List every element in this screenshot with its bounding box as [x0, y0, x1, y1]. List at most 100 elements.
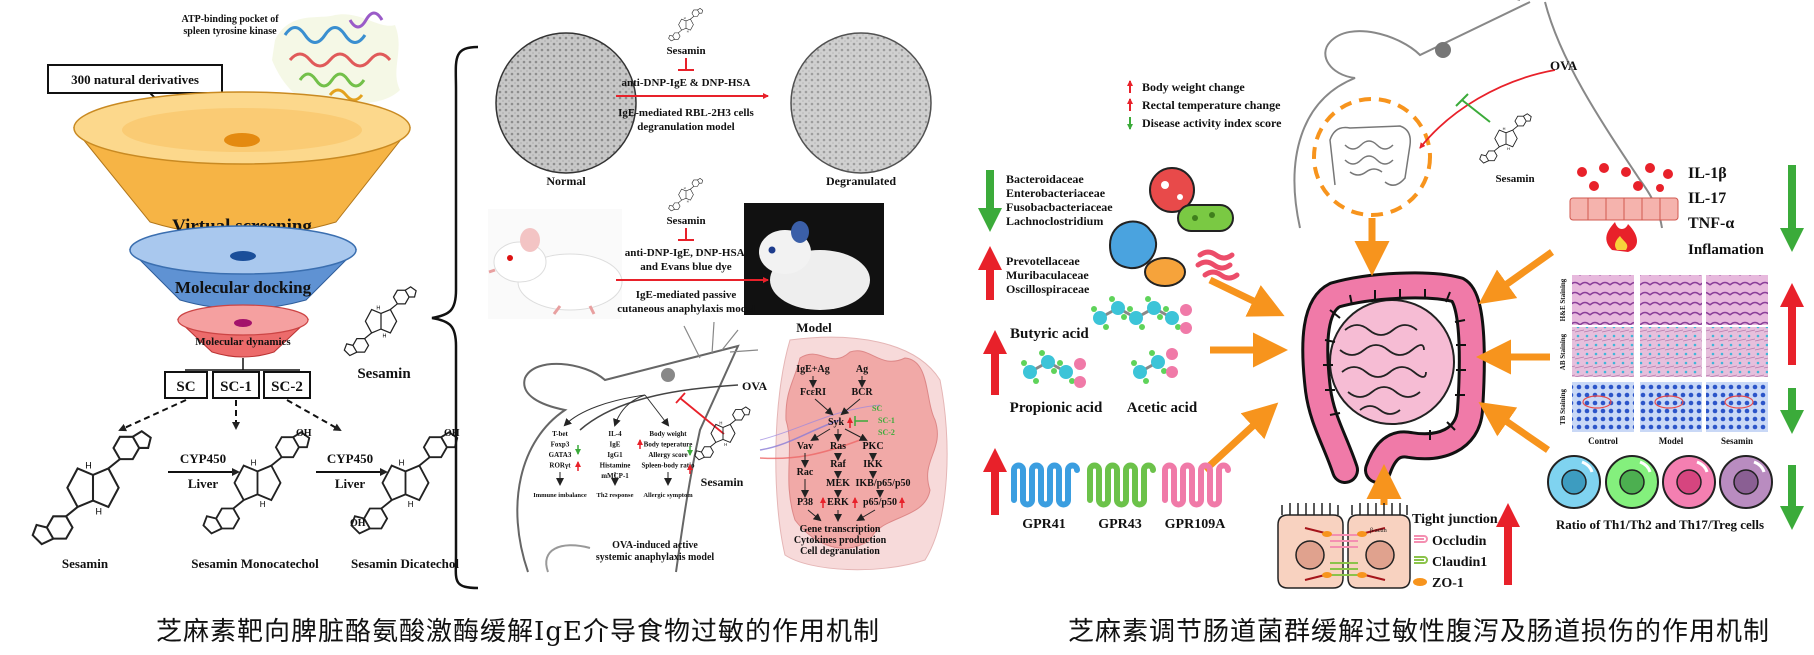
mast-cell-marker — [1654, 395, 1684, 409]
hydrogen-atom — [1109, 296, 1115, 302]
nucleus — [1619, 469, 1645, 495]
hydrogen-atom — [1039, 350, 1045, 356]
hydrogen-atom — [1127, 306, 1133, 312]
scfa-acetic: Acetic acid — [1127, 400, 1198, 416]
funnel-molecular-dynamics: Molecular dynamics — [176, 304, 310, 358]
hydrogen-atom — [1157, 314, 1163, 320]
normal-label: Normal — [546, 174, 586, 188]
indicator-text: Disease activity index score — [1142, 116, 1282, 130]
gpr-label: GPR41 — [1022, 517, 1066, 532]
carbon-atom — [1111, 301, 1125, 315]
brace — [431, 45, 479, 590]
inflammation-label: Inflamation — [1688, 242, 1765, 258]
oxygen-atom — [1180, 322, 1192, 334]
molecule-label-sesamin: Sesamin — [62, 556, 109, 571]
pathway-node: IKK — [863, 459, 883, 470]
asa-indicator: Foxp3 — [551, 441, 570, 449]
occludin-icon — [1414, 535, 1428, 543]
normal-cells-micrograph — [495, 32, 637, 174]
nucleus — [1733, 469, 1759, 495]
nucleus — [1561, 469, 1587, 495]
asa-indicator: IgE — [610, 441, 621, 449]
degranulated-cells-micrograph — [790, 32, 932, 174]
hydrogen-atom — [1057, 360, 1063, 366]
pathway-arrow — [814, 398, 834, 416]
gpr-receptors: GPR41 GPR43 GPR109A — [1011, 462, 1231, 532]
gpr-receptor-icon — [1087, 462, 1156, 508]
hydrogen-atom — [1149, 350, 1155, 356]
gut-microbiota-panel: OVA Sesamin Body weight change Rectal tem… — [978, 0, 1804, 591]
pathway-node: IgE+Ag — [796, 364, 829, 375]
scfa-butyric: Butyric acid — [1010, 326, 1089, 342]
pathway-outcome: Cell degranulation — [800, 546, 880, 557]
asa-indicator: IgG1 — [607, 451, 623, 459]
organ-label: Liver — [188, 476, 219, 491]
histology-row-label: H&E Staining — [1559, 278, 1567, 321]
histology-image — [1706, 275, 1768, 325]
bacteria-list: BacteroidaceaeEnterobacteriaceaeFusobacb… — [1006, 172, 1113, 296]
indicator-text: Rectal temperature change — [1142, 98, 1281, 112]
bacteria-increased: Oscillospiraceae — [1006, 282, 1090, 296]
inhibition-icon — [678, 58, 694, 71]
pathway-node: Vav — [797, 441, 813, 452]
mast-cell-marker — [1724, 395, 1754, 409]
asa-indicator: Body teperature — [644, 441, 693, 449]
pca-stimulus-line1: anti-DNP-IgE, DNP-HSA, — [625, 247, 748, 259]
intestine-icon — [1301, 271, 1486, 484]
hydrogen-atom — [1161, 368, 1167, 374]
microbes-icon — [1108, 167, 1240, 287]
zo1-icon — [1413, 578, 1427, 586]
carbon-atom — [1129, 311, 1143, 325]
model-label: Model — [796, 320, 832, 335]
pathway-node: BCR — [851, 387, 873, 398]
gpr-receptor-icon — [1162, 462, 1231, 508]
pathway-arrow — [840, 398, 861, 416]
right-trigger-label: OVA — [1550, 58, 1578, 73]
histology-image — [1706, 327, 1768, 377]
carbon-atom — [1023, 365, 1037, 379]
histology-grid: H&E Staining AB Staining TB Staining Contro… — [1559, 275, 1768, 446]
hydrogen-atom — [1143, 378, 1149, 384]
derivatives-label: 300 natural derivatives — [71, 72, 199, 87]
histology-image — [1640, 382, 1702, 432]
dicatechol-structure-icon — [350, 431, 459, 535]
asa-outcome: Immune imbalance — [533, 492, 587, 499]
pathway-inhibitor: SC-2 — [878, 428, 895, 437]
gpr-label: GPR43 — [1098, 517, 1142, 532]
bacteria-decreased: Lachnoclostridium — [1006, 214, 1103, 228]
ova-arrow — [1419, 69, 1556, 149]
normal-mouse-photo — [488, 209, 623, 319]
pathway-arrow — [856, 509, 876, 522]
tight-junction-occludin: Occludin — [1432, 534, 1487, 549]
carbon-atom — [1059, 365, 1073, 379]
virtual-screening-panel: ATP-binding pocket of spleen tyrosine ki… — [31, 11, 460, 571]
funnel-molecular-docking: Molecular docking — [128, 225, 358, 310]
asa-inhibitor-label: Sesamin — [701, 475, 744, 489]
hydrogen-atom — [1021, 360, 1027, 366]
t-cells-icon — [1547, 455, 1773, 509]
carbon-atom — [1165, 311, 1179, 325]
molecule-label-dicatechol: Sesamin Dicatechol — [351, 556, 459, 571]
hydrogen-atom — [1145, 296, 1151, 302]
pathway-node: Syk — [828, 417, 845, 428]
derivatives-box — [47, 64, 223, 94]
bacteria-increased: Prevotellaceae — [1006, 254, 1080, 268]
pathway-node: FcεRI — [800, 387, 826, 398]
hydrogen-atom — [1139, 324, 1145, 330]
oxygen-atom — [1180, 304, 1192, 316]
mouse-outline-icon — [516, 321, 759, 573]
asa-outcome: Th2 response — [597, 492, 634, 499]
pathway-inhibitor: SC-1 — [878, 416, 895, 425]
histology-image — [1572, 275, 1634, 325]
pca-model-line1: IgE-mediated passive — [636, 289, 737, 301]
hydrogen-atom — [1121, 314, 1127, 320]
asa-indicator: Body weight — [649, 430, 687, 438]
dashed-arrow-sc-2 — [286, 399, 342, 431]
histology-column-label: Control — [1588, 436, 1618, 446]
cell-model-line1: IgE-mediated RBL-2H3 cells — [618, 107, 754, 119]
funnel-label-molecular-docking: Molecular docking — [175, 278, 312, 297]
asa-indicator: RORγt — [549, 462, 571, 470]
pathway-inhibitor: SC — [872, 404, 882, 413]
hydrogen-atom — [1051, 368, 1057, 374]
histology-image — [1640, 327, 1702, 377]
